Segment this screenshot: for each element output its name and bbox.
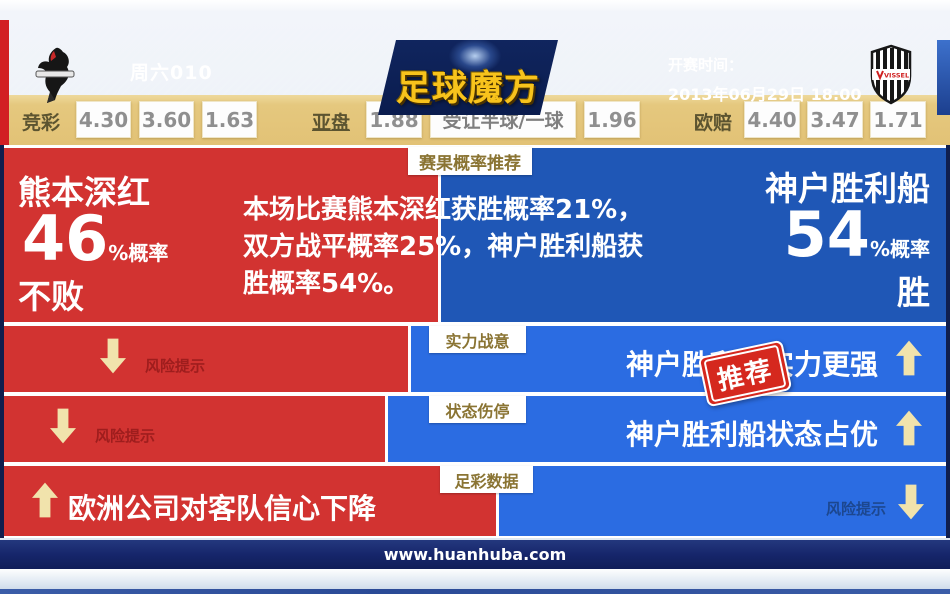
left-red-strip	[0, 20, 9, 145]
header-right-band	[937, 40, 950, 115]
summary-line: 本场比赛熊本深红获胜概率21%，	[243, 195, 644, 225]
risk-hint-label: 风险提示	[825, 500, 886, 518]
down-arrow-icon	[100, 338, 126, 374]
risk-hint-label: 风险提示	[145, 357, 206, 375]
away-crest-text: VISSEL	[884, 72, 909, 80]
home-probability: 46%概率	[22, 208, 168, 270]
away-probability: 54%概率	[784, 204, 930, 266]
away-outcome: 胜	[897, 273, 930, 312]
main-section: 熊本深红 46%概率 不败 神户胜利船 54%概率 胜 赛果概率推荐 本场比赛熊…	[0, 145, 950, 538]
recommend-stamp-label: 推荐	[703, 344, 787, 403]
away-probability-value: 54	[783, 198, 870, 271]
tab-strength[interactable]: 实力战意	[429, 326, 526, 353]
home-prediction-block: 熊本深红 46%概率 不败	[4, 148, 438, 322]
home-probability-suffix: %概率	[108, 241, 169, 265]
home-outcome: 不败	[18, 277, 84, 316]
jingcai-odd-draw: 3.60	[139, 101, 194, 138]
starburst-icon	[440, 40, 510, 80]
up-arrow-icon	[896, 410, 922, 446]
up-arrow-icon	[896, 340, 922, 376]
app-logo-text: 足球魔方	[395, 69, 540, 109]
prediction-summary: 本场比赛熊本深红获胜概率21%， 双方战平概率25%，神户胜利船获 胜概率54%…	[243, 192, 713, 303]
header: 周六010 足球魔方 开赛时间： 2013年06月29日 18:00 VISSE…	[0, 20, 950, 115]
form-headline: 神户胜利船状态占优	[625, 418, 878, 451]
app-logo-panel: 足球魔方	[378, 40, 558, 115]
match-code: 周六010	[130, 62, 213, 84]
home-probability-value: 46	[22, 202, 109, 275]
away-team-name: 神户胜利船	[765, 169, 930, 208]
summary-line: 双方战平概率25%，神户胜利船获	[243, 232, 644, 262]
kickoff-label: 开赛时间：	[668, 56, 744, 74]
oupei-label: 欧赔	[694, 112, 733, 134]
data-row-right: 风险提示	[499, 466, 946, 536]
yapan-away-odd: 1.96	[584, 101, 640, 138]
kickoff-info: 开赛时间： 2013年06月29日 18:00	[668, 54, 862, 105]
away-team-logo-icon: VISSEL	[870, 44, 912, 105]
summary-line: 胜概率54%。	[243, 269, 410, 299]
oupei-odd-lose: 1.71	[870, 101, 926, 138]
jingcai-odd-lose: 1.63	[202, 101, 257, 138]
left-navy-edge	[0, 145, 4, 538]
tab-lottery-data[interactable]: 足彩数据	[440, 466, 533, 493]
risk-hint-label: 风险提示	[95, 427, 156, 445]
down-arrow-icon	[50, 408, 76, 444]
tab-result-probability[interactable]: 赛果概率推荐	[408, 147, 532, 175]
yapan-label: 亚盘	[312, 112, 351, 134]
oupei-odd-win: 4.40	[744, 101, 800, 138]
away-prediction-block: 神户胜利船 54%概率 胜	[441, 148, 946, 322]
up-arrow-icon	[32, 482, 58, 518]
away-probability-suffix: %概率	[869, 237, 930, 261]
tab-form-injury[interactable]: 状态伤停	[429, 396, 526, 423]
home-team-logo-icon	[35, 47, 75, 103]
jingcai-label: 竞彩	[22, 112, 61, 134]
data-row-left: 欧洲公司对客队信心下降	[4, 466, 496, 536]
right-navy-edge	[946, 145, 950, 538]
site-url[interactable]: www.huanhuba.com	[383, 545, 567, 564]
kickoff-time: 2013年06月29日 18:00	[668, 85, 862, 104]
strength-row-left: 风险提示	[4, 326, 408, 392]
home-team-name: 熊本深红	[18, 173, 150, 212]
data-headline: 欧洲公司对客队信心下降	[68, 492, 377, 525]
bottom-blue-line	[0, 589, 950, 594]
footer-bar: www.huanhuba.com	[0, 540, 950, 569]
oupei-odd-draw: 3.47	[807, 101, 863, 138]
jingcai-odd-win: 4.30	[76, 101, 131, 138]
form-row-left: 风险提示	[4, 396, 385, 462]
down-arrow-icon	[898, 484, 924, 520]
